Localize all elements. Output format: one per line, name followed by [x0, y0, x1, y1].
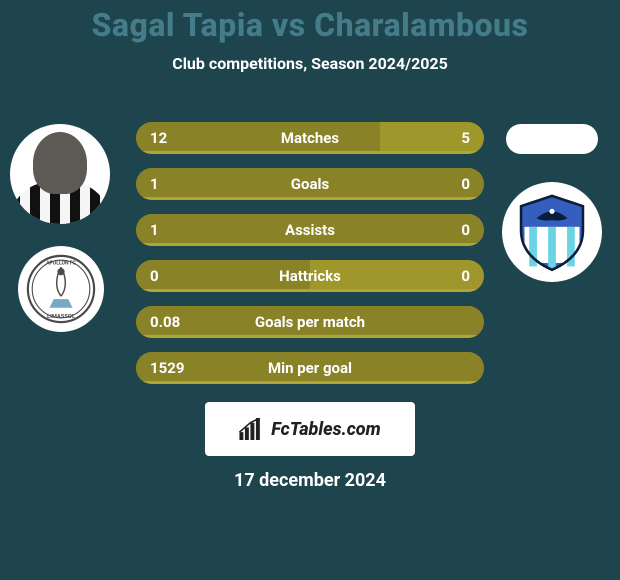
stat-value-right: 0: [414, 267, 484, 285]
footer-block: FcTables.com 17 december 2024: [0, 394, 620, 491]
stat-value-left: 12: [136, 129, 206, 147]
stat-value-left: 1529: [136, 359, 206, 377]
stat-value-left: 0: [136, 267, 206, 285]
svg-text:APOLLON FC: APOLLON FC: [46, 261, 76, 267]
stat-label: Matches: [206, 129, 414, 147]
stat-row: 1Goals0: [136, 168, 484, 200]
left-badges: LIMASSOL APOLLON FC: [10, 124, 120, 332]
left-club-crest: LIMASSOL APOLLON FC: [18, 246, 104, 332]
stat-label: Assists: [206, 221, 414, 239]
stat-label: Min per goal: [206, 359, 414, 377]
stat-value-left: 1: [136, 175, 206, 193]
svg-text:LIMASSOL: LIMASSOL: [47, 314, 75, 320]
left-player-avatar: [10, 124, 110, 224]
stat-row: 1Assists0: [136, 214, 484, 246]
fctables-logo-icon: [239, 418, 265, 440]
apollon-crest-icon: LIMASSOL APOLLON FC: [25, 253, 97, 325]
right-badges: [500, 124, 610, 282]
stat-label: Goals per match: [206, 313, 414, 331]
stat-row: 12Matches5: [136, 122, 484, 154]
stats-container: 12Matches51Goals01Assists00Hattricks00.0…: [136, 122, 484, 398]
stat-row: 0.08Goals per match: [136, 306, 484, 338]
stat-row: 1529Min per goal: [136, 352, 484, 384]
stat-value-right: 0: [414, 175, 484, 193]
subtitle: Club competitions, Season 2024/2025: [0, 54, 620, 73]
comparison-card: Sagal Tapia vs Charalambous Club competi…: [0, 0, 620, 580]
anorthosis-crest-icon: [509, 189, 595, 275]
stat-value-right: 5: [414, 129, 484, 147]
stat-label: Goals: [206, 175, 414, 193]
stat-row: 0Hattricks0: [136, 260, 484, 292]
brand-text: FcTables.com: [271, 419, 380, 440]
right-player-avatar: [506, 124, 598, 154]
brand-badge: FcTables.com: [205, 402, 415, 456]
page-title: Sagal Tapia vs Charalambous: [0, 0, 620, 44]
date-text: 17 december 2024: [0, 470, 620, 491]
stat-value-left: 0.08: [136, 313, 206, 331]
stat-label: Hattricks: [206, 267, 414, 285]
stat-value-right: 0: [414, 221, 484, 239]
stat-value-left: 1: [136, 221, 206, 239]
right-club-crest: [502, 182, 602, 282]
